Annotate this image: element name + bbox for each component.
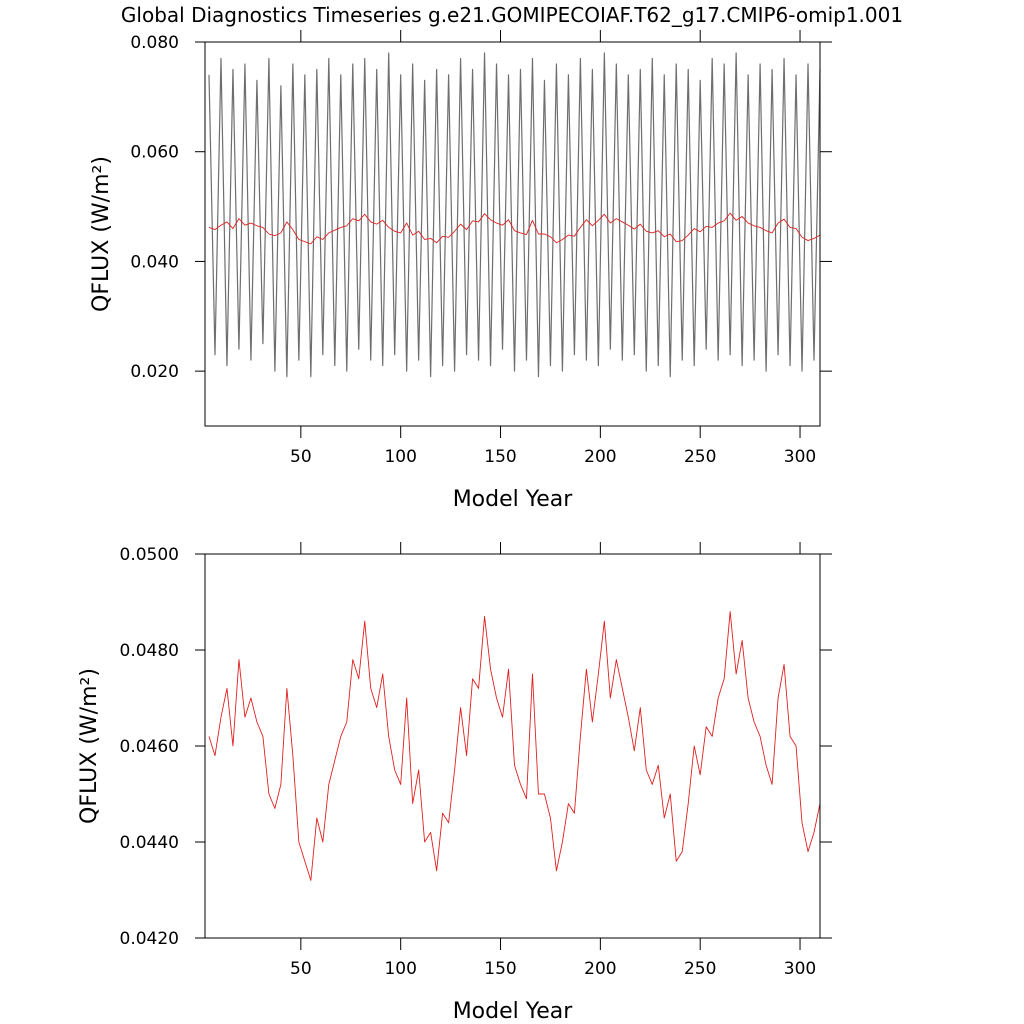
x-tick-label: 150	[484, 959, 516, 979]
x-axis-label: Model Year	[453, 999, 574, 1024]
plot-frame	[204, 553, 821, 939]
series-line	[208, 611, 821, 881]
x-tick-label: 100	[384, 959, 416, 979]
x-tick-label: 250	[684, 959, 716, 979]
x-tick-label: 300	[784, 447, 816, 467]
y-axis-label: QFLUX (W/m²)	[89, 156, 114, 312]
plot-frame	[204, 41, 821, 427]
x-tick-label: 200	[584, 959, 616, 979]
y-tick-label: 0.060	[130, 143, 179, 163]
y-tick-label: 0.0460	[120, 737, 179, 757]
y-axis-label: QFLUX (W/m²)	[77, 668, 102, 824]
y-tick-label: 0.020	[130, 362, 179, 382]
x-tick-label: 300	[784, 959, 816, 979]
x-axis-label: Model Year	[453, 487, 574, 512]
y-tick-label: 0.0480	[120, 641, 179, 661]
series-line	[208, 52, 821, 378]
y-tick-label: 0.0420	[120, 929, 179, 949]
y-tick-label: 0.080	[130, 33, 179, 53]
chart-title: Global Diagnostics Timeseries g.e21.GOMI…	[121, 3, 903, 27]
y-tick-label: 0.040	[130, 252, 179, 272]
series-line	[208, 212, 821, 245]
y-tick-label: 0.0500	[120, 545, 179, 565]
x-tick-label: 200	[584, 447, 616, 467]
x-tick-label: 150	[484, 447, 516, 467]
x-tick-label: 250	[684, 447, 716, 467]
y-tick-label: 0.0440	[120, 833, 179, 853]
x-tick-label: 100	[384, 447, 416, 467]
x-tick-label: 50	[290, 447, 312, 467]
x-tick-label: 50	[290, 959, 312, 979]
